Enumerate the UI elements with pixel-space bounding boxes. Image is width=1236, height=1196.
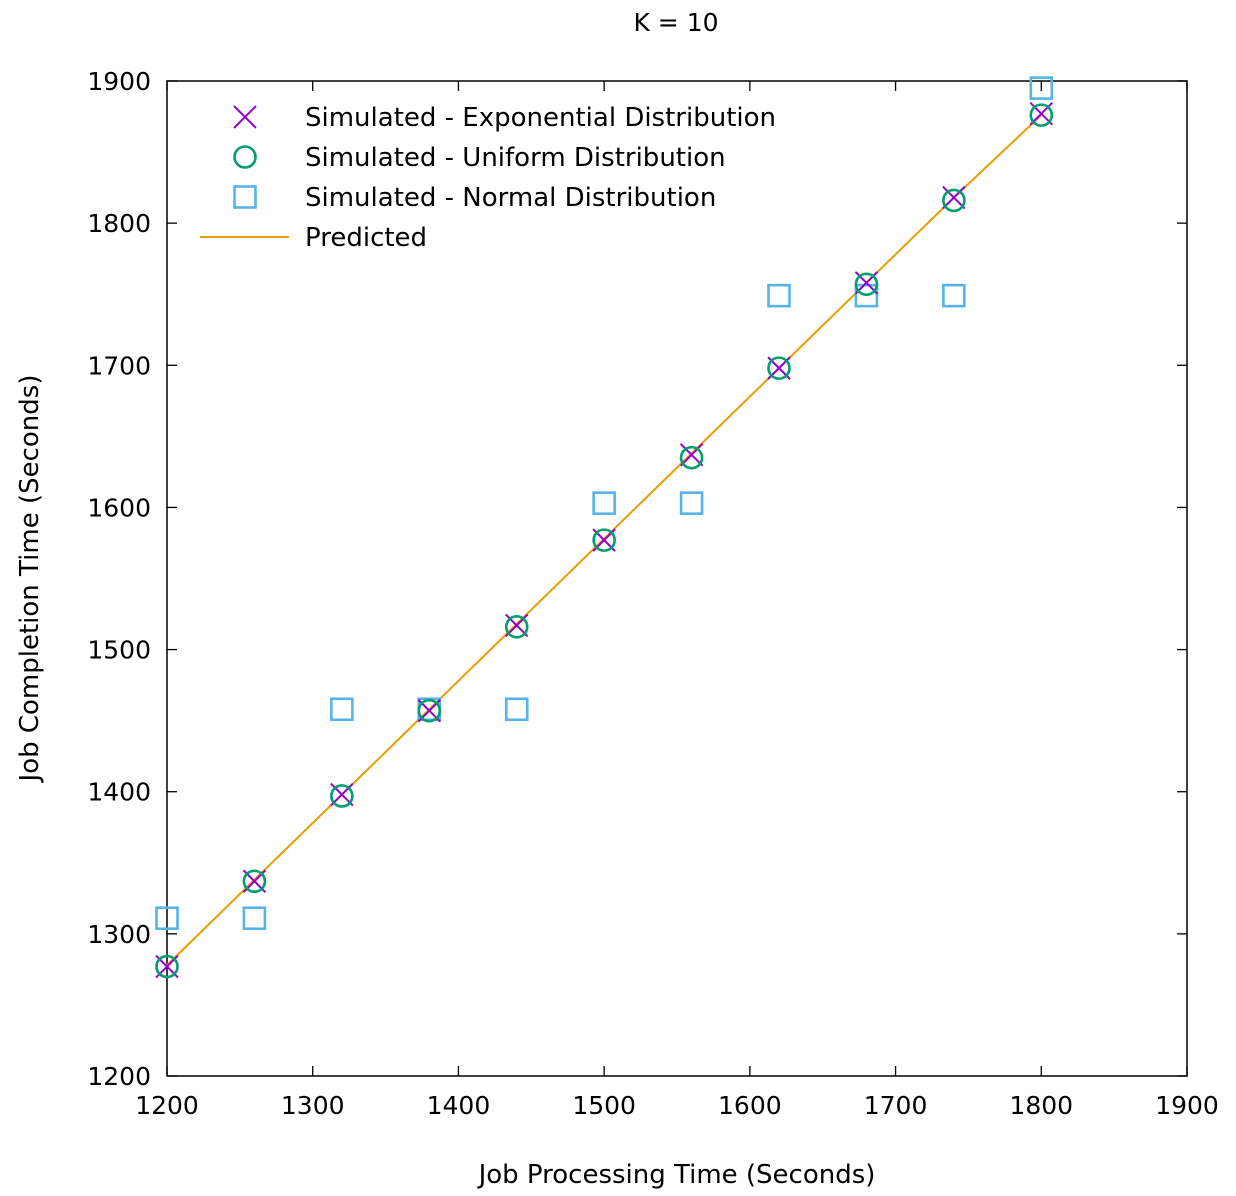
point-simulated-uniform-distribution (242, 869, 267, 894)
point-simulated-normal-distribution (330, 697, 354, 722)
data-marks (155, 76, 1054, 979)
point-simulated-uniform-distribution (504, 615, 529, 639)
x-tick-label: 1500 (572, 1091, 636, 1120)
point-simulated-normal-distribution (854, 283, 879, 308)
y-tick-label: 1600 (87, 493, 151, 522)
y-tick-label: 1200 (87, 1062, 151, 1091)
point-simulated-uniform-distribution (854, 272, 879, 297)
point-simulated-normal-distribution (1029, 76, 1054, 100)
point-simulated-uniform-distribution (942, 188, 966, 213)
legend-label: Simulated - Normal Distribution (305, 183, 716, 213)
x-stroke (942, 185, 966, 210)
plot-border (166, 80, 1188, 1077)
point-simulated-normal-distribution (155, 906, 179, 931)
x-stroke (679, 443, 704, 467)
x-stroke (233, 105, 257, 129)
point-simulated-uniform-distribution (679, 445, 704, 470)
legend-swatch-x (233, 105, 257, 129)
plot-frame (166, 80, 1188, 1077)
x-tick-label: 1200 (135, 1091, 199, 1120)
point-simulated-exponential-distribution (942, 185, 966, 210)
y-tick-label: 1500 (87, 636, 151, 665)
point-simulated-uniform-distribution (417, 698, 442, 723)
x-tick-label: 1400 (427, 1091, 491, 1120)
point-simulated-normal-distribution (242, 906, 267, 931)
x-tick-label: 1300 (281, 1091, 345, 1120)
x-tick-label: 1800 (1009, 1091, 1073, 1120)
chart-title: K = 10 (633, 8, 718, 37)
point-simulated-normal-distribution (767, 283, 791, 308)
point-simulated-exponential-distribution (679, 443, 704, 467)
legend-swatch-circle (233, 145, 257, 169)
point-simulated-uniform-distribution (592, 528, 616, 552)
point-simulated-normal-distribution (504, 697, 529, 722)
point-simulated-uniform-distribution (155, 954, 179, 979)
legend-label: Predicted (305, 223, 427, 253)
y-tick-label: 1900 (87, 67, 151, 96)
y-tick-label: 1700 (87, 351, 151, 380)
legend: Simulated - Exponential Distribution Simu… (200, 103, 776, 253)
x-tick-label: 1700 (864, 1091, 928, 1120)
legend-label: Simulated - Uniform Distribution (305, 143, 726, 173)
point-simulated-normal-distribution (592, 491, 616, 515)
x-tick-label: 1600 (718, 1091, 782, 1120)
x-axis-title: Job Processing Time (Seconds) (477, 1160, 876, 1190)
y-tick-label: 1400 (87, 778, 151, 807)
tick-labels: 1200 1300 1400 1500 1600 1700 1800 1900 1200 1300… (87, 67, 1218, 1120)
y-tick-label: 1800 (87, 209, 151, 238)
legend-label: Simulated - Exponential Distribution (305, 103, 776, 133)
y-tick-label: 1300 (87, 920, 151, 949)
point-simulated-uniform-distribution (330, 784, 354, 808)
point-simulated-normal-distribution (679, 491, 704, 515)
legend-swatch-square (233, 185, 257, 209)
axis-ticks (166, 80, 1188, 1077)
point-simulated-uniform-distribution (1029, 103, 1054, 127)
x-tick-label: 1900 (1155, 1091, 1219, 1120)
point-simulated-uniform-distribution (767, 356, 791, 380)
y-axis-title: Job Completion Time (Seconds) (15, 375, 45, 784)
point-simulated-normal-distribution (942, 283, 966, 308)
